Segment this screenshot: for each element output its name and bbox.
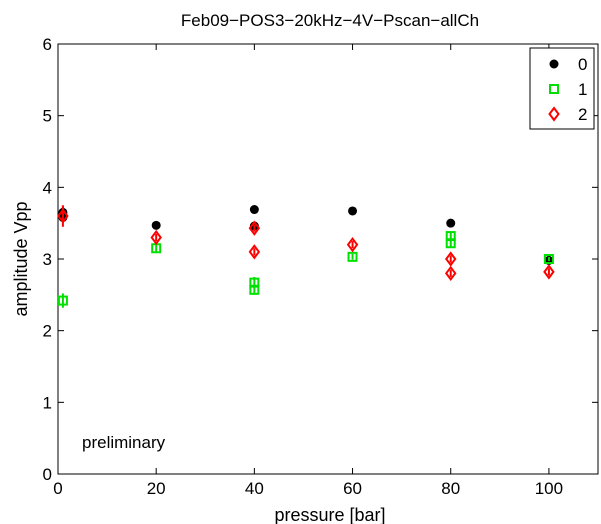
data-point-circle xyxy=(446,218,456,228)
y-axis-label: amplitude Vpp xyxy=(11,201,31,316)
chart-title: Feb09−POS3−20kHz−4V−Pscan−allCh xyxy=(181,11,479,30)
data-points xyxy=(57,205,555,308)
legend-marker-1 xyxy=(549,84,559,94)
data-point-square xyxy=(445,238,456,249)
y-tick-label: 0 xyxy=(43,465,52,484)
x-tick-label: 0 xyxy=(53,479,62,498)
x-tick-label: 40 xyxy=(245,479,264,498)
data-point-square xyxy=(347,251,358,262)
x-tick-label: 80 xyxy=(441,479,460,498)
data-point-circle xyxy=(348,206,358,216)
series-2 xyxy=(57,205,555,282)
legend-label-0: 0 xyxy=(578,55,587,74)
data-point-diamond xyxy=(150,229,162,246)
series-1 xyxy=(57,231,554,308)
legend-box xyxy=(529,47,595,130)
x-tick-label: 20 xyxy=(147,479,166,498)
data-point-diamond xyxy=(543,264,555,280)
y-tick-label: 6 xyxy=(43,35,52,54)
y-tick-label: 5 xyxy=(43,107,52,126)
data-point-diamond xyxy=(444,251,457,267)
y-tick-label: 4 xyxy=(43,178,52,197)
data-point-square xyxy=(249,284,260,295)
x-axis-label: pressure [bar] xyxy=(274,505,385,524)
legend-label-1: 1 xyxy=(578,80,587,99)
data-point-diamond xyxy=(444,265,457,282)
legend-marker-0 xyxy=(549,59,559,69)
y-tick-label: 3 xyxy=(43,250,52,269)
x-tick-label: 100 xyxy=(535,479,563,498)
annotation-preliminary: preliminary xyxy=(82,433,166,452)
data-point-square xyxy=(57,295,68,306)
data-point-circle xyxy=(249,205,259,215)
data-point-diamond xyxy=(57,208,69,224)
legend: 0 1 2 xyxy=(529,47,595,130)
data-point-diamond xyxy=(248,220,261,236)
data-point-diamond xyxy=(248,244,261,260)
data-point-diamond xyxy=(346,237,359,253)
plot-area xyxy=(57,43,599,475)
legend-marker-2 xyxy=(548,106,560,122)
x-tick-label: 60 xyxy=(343,479,362,498)
y-tick-label: 1 xyxy=(43,393,52,412)
data-point-square xyxy=(543,254,554,264)
legend-label-2: 2 xyxy=(578,105,587,124)
data-point-circle xyxy=(151,220,161,230)
y-tick-label: 2 xyxy=(43,322,52,341)
